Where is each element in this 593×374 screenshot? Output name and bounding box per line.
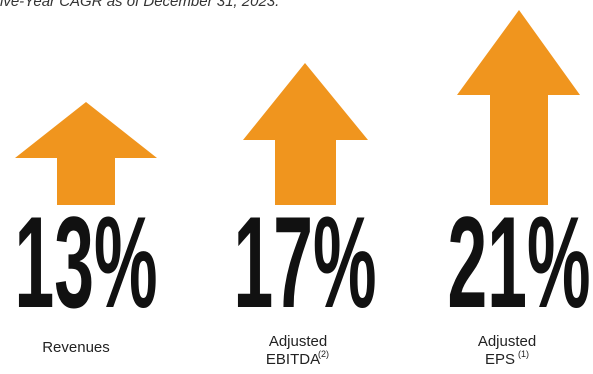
metric-value: 13%	[14, 191, 157, 336]
arrow	[457, 10, 580, 205]
arrow	[243, 63, 368, 205]
metric-value: 21%	[447, 191, 590, 336]
footnote-mark: (1)	[518, 349, 529, 359]
metric-label: Revenues	[42, 339, 110, 356]
footnote-mark: (2)	[318, 349, 329, 359]
metric-value: 17%	[233, 191, 376, 336]
header-text: ive-Year CAGR as of December 31, 2023.	[0, 0, 279, 10]
metric-label: EPS	[485, 351, 515, 368]
metric-label: Adjusted	[269, 333, 327, 350]
arrow	[15, 102, 157, 205]
metric-label: Adjusted	[478, 333, 536, 350]
metric-label: EBITDA	[266, 351, 320, 368]
